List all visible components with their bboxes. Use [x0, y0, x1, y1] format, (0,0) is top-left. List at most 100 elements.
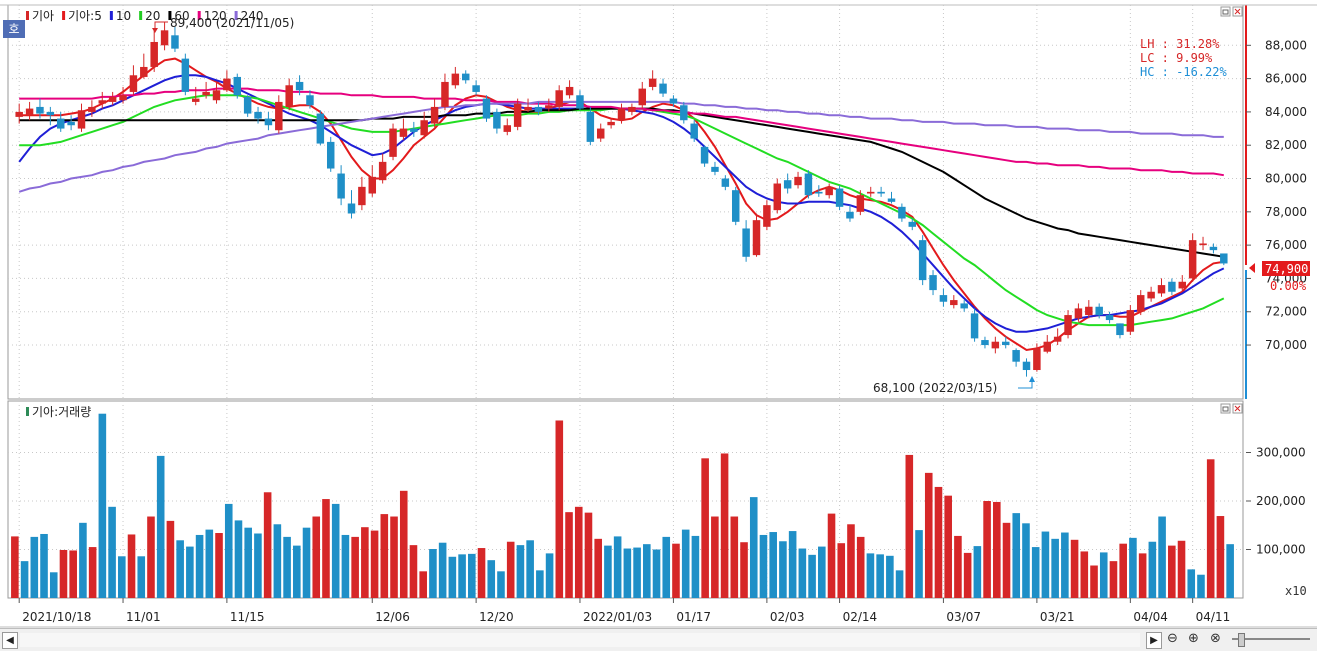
candle-body	[56, 118, 65, 129]
volume-bar	[254, 533, 262, 598]
volume-bar	[176, 540, 184, 598]
price-axis: 70,00072,00074,00076,00078,00080,00082,0…	[1246, 38, 1307, 352]
candle-body	[275, 101, 283, 131]
date-axis: 2021/10/18 11/01 11/15 12/06 12/20 2022/01/03…	[18, 598, 1230, 624]
candle-body	[981, 340, 989, 346]
candle-body	[680, 105, 688, 121]
candle-body	[1116, 323, 1124, 336]
candle-body	[690, 123, 698, 139]
candle-body	[368, 176, 377, 194]
candle-body	[866, 191, 875, 194]
volume-bar	[662, 536, 671, 598]
volume-bar	[399, 490, 408, 598]
candle-body	[929, 275, 937, 291]
volume-bar	[302, 527, 311, 598]
candle-body	[731, 190, 740, 222]
volume-bar	[1216, 516, 1225, 598]
price-panel-controls[interactable]	[1220, 6, 1243, 17]
candle-body	[991, 341, 1000, 349]
date-tick-label: 2022/01/03	[583, 610, 652, 624]
volume-bar	[905, 454, 914, 598]
candle-body	[669, 98, 678, 104]
price-tick-label: 88,000	[1265, 38, 1307, 52]
volume-panel-controls[interactable]	[1220, 403, 1243, 414]
volume-bar	[1090, 565, 1098, 598]
current-price-marker	[1249, 263, 1255, 273]
candle-body	[783, 180, 792, 189]
volume-bar	[273, 524, 282, 598]
candle-body	[150, 41, 158, 67]
price-tick-label: 84,000	[1265, 105, 1307, 119]
volume-bar	[924, 472, 933, 598]
legend-item: 60	[174, 9, 189, 23]
volume-bar	[108, 506, 116, 598]
date-tick-label: 12/06	[375, 610, 410, 624]
zoom-reset-icon[interactable]: ⊗	[1210, 631, 1221, 646]
volume-bar	[856, 536, 865, 598]
volume-bar	[244, 527, 252, 598]
zoom-slider-handle[interactable]	[1238, 633, 1245, 647]
candle-body	[46, 111, 55, 116]
volume-bar	[429, 549, 437, 598]
legend-swatch	[26, 11, 29, 20]
zoom-slider[interactable]	[1232, 638, 1310, 640]
candle-body	[212, 90, 221, 101]
volume-bar	[584, 512, 593, 598]
volume-bar	[594, 538, 602, 598]
candlestick-series	[15, 21, 1228, 377]
scroll-track[interactable]	[20, 633, 1140, 647]
stat-hc: HC : -16.22%	[1140, 65, 1227, 79]
volume-bar	[419, 571, 427, 598]
volume-bar	[652, 549, 661, 598]
legend-swatch	[109, 11, 113, 20]
volume-bar	[788, 531, 797, 598]
volume-bar	[730, 516, 739, 598]
candle-body	[399, 128, 408, 137]
candle-body	[1168, 281, 1176, 292]
volume-bar	[351, 536, 359, 598]
volume-bar	[205, 529, 214, 598]
volume-bar	[672, 543, 680, 598]
legend-swatch	[234, 11, 238, 20]
volume-bar	[468, 553, 476, 598]
chart-scrollbar[interactable]: ◀ ▶ ⊖ ⊕ ⊗	[0, 628, 1317, 651]
date-tick-label: 11/15	[230, 610, 265, 624]
candle-body	[846, 211, 854, 219]
candle-body	[908, 221, 917, 227]
candle-body	[1157, 285, 1166, 294]
scroll-right-button[interactable]: ▶	[1146, 632, 1162, 649]
date-tick-label: 04/04	[1133, 610, 1168, 624]
volume-bar	[263, 492, 272, 598]
price-type-badge[interactable]: 호	[3, 20, 25, 38]
candle-body	[1126, 310, 1135, 332]
scroll-left-button[interactable]: ◀	[2, 632, 18, 649]
candle-body	[1199, 243, 1207, 246]
volume-bar	[1148, 541, 1157, 598]
candle-body	[513, 103, 522, 127]
volume-bar	[808, 554, 816, 598]
volume-bar	[506, 541, 515, 598]
zoom-in-icon[interactable]: ⊕	[1188, 631, 1199, 646]
volume-bar	[1129, 537, 1137, 598]
candle-body	[410, 128, 418, 132]
volume-legend-label: 기아:거래량	[32, 405, 91, 419]
volume-bar	[69, 550, 77, 598]
volume-axis: 100,000 200,000 300,000	[1246, 446, 1306, 557]
zoom-out-icon[interactable]: ⊖	[1167, 631, 1178, 646]
candle-body	[1095, 306, 1103, 316]
high-annotation-arrow	[154, 21, 168, 30]
volume-bar	[458, 554, 466, 598]
volume-legend-marker	[26, 407, 29, 416]
volume-bar	[127, 534, 136, 598]
ma-240-line	[18, 100, 1224, 193]
volume-bar	[643, 544, 651, 598]
volume-bar	[983, 501, 991, 598]
price-tick-label: 72,000	[1265, 305, 1307, 319]
candle-body	[700, 146, 709, 164]
candle-body	[181, 58, 190, 92]
price-tick-label: 80,000	[1265, 172, 1307, 186]
legend-swatch	[168, 11, 172, 20]
volume-bar	[1031, 547, 1040, 598]
volume-bar	[876, 554, 884, 598]
volume-bar	[837, 543, 846, 598]
